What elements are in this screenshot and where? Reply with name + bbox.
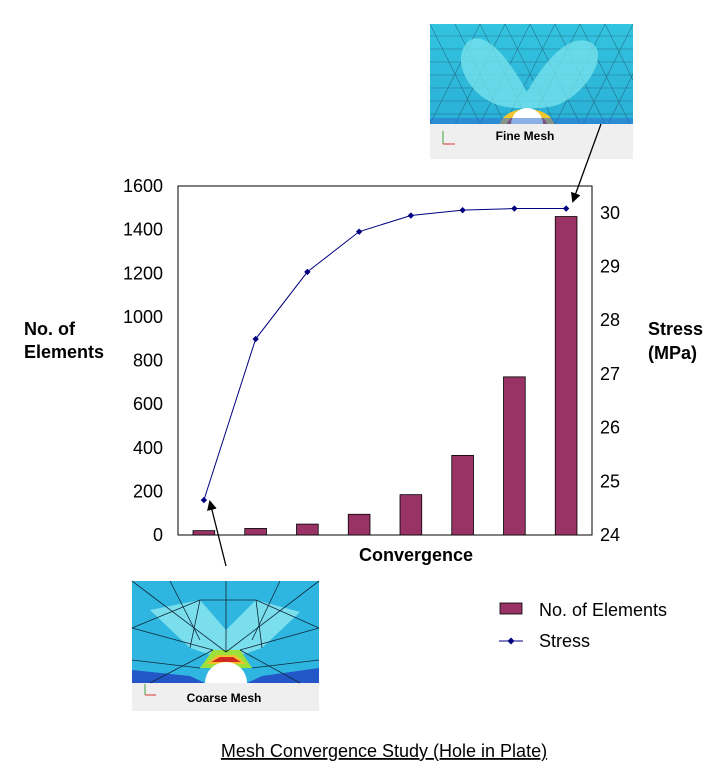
left-axis-ticks: 0 200 400 600 800 1000 1200 1400 1600 xyxy=(123,176,163,545)
stress-point xyxy=(252,335,259,343)
y-right-tick-label: 25 xyxy=(600,471,620,491)
legend-marker-stress xyxy=(507,637,515,645)
y-left-tick-label: 1200 xyxy=(123,263,163,283)
stress-point xyxy=(459,206,466,214)
y-left-tick-label: 800 xyxy=(133,351,163,371)
coarse-mesh-base-right xyxy=(247,668,319,683)
y-right-tick-label: 27 xyxy=(600,364,620,384)
stress-point xyxy=(304,268,311,276)
bar-elements xyxy=(503,376,526,536)
y-right-tick-label: 29 xyxy=(600,257,620,277)
stress-point xyxy=(407,212,415,219)
y-left-tick-label: 200 xyxy=(133,481,163,501)
coarse-mesh-hotspot-core xyxy=(211,657,241,662)
coarse-mesh-label: Coarse Mesh xyxy=(187,691,262,705)
y-right-tick-label: 24 xyxy=(600,525,620,545)
x-axis-title: Convergence xyxy=(359,545,473,565)
elements-bars xyxy=(192,216,578,536)
stress-series xyxy=(200,205,570,504)
bar-elements xyxy=(296,523,319,536)
legend: No. of Elements Stress xyxy=(499,600,667,651)
fine-mesh-stress-lobes xyxy=(460,38,599,109)
figure-caption: Mesh Convergence Study (Hole in Plate) xyxy=(221,741,547,761)
y-left-axis-title-line1: No. of xyxy=(24,319,76,339)
y-left-tick-label: 1000 xyxy=(123,307,163,327)
y-left-axis-title-line2: Elements xyxy=(24,342,104,362)
coarse-mesh-inset: Coarse Mesh xyxy=(131,580,320,711)
coarse-mesh-base-left xyxy=(132,670,205,683)
y-right-tick-label: 30 xyxy=(600,203,620,223)
bar-elements xyxy=(554,216,578,536)
fine-mesh-inset: Fine Mesh xyxy=(429,23,634,159)
y-left-tick-label: 1400 xyxy=(123,220,163,240)
legend-label-elements: No. of Elements xyxy=(539,600,667,620)
fine-mesh-label: Fine Mesh xyxy=(496,129,555,143)
plot-area xyxy=(177,185,593,536)
legend-label-stress: Stress xyxy=(539,631,590,651)
bar-elements xyxy=(347,513,371,536)
coarse-mesh-edges xyxy=(131,580,320,684)
stress-point xyxy=(562,205,570,212)
stress-point xyxy=(511,205,518,212)
stress-point xyxy=(200,496,208,504)
y-left-tick-label: 1600 xyxy=(123,176,163,196)
bar-elements xyxy=(399,494,423,536)
y-left-tick-label: 600 xyxy=(133,394,163,414)
stress-point xyxy=(355,228,363,235)
coarse-mesh-axis-triad xyxy=(144,684,156,696)
right-axis-ticks: 24 25 26 27 28 29 30 xyxy=(600,203,620,545)
y-left-tick-label: 400 xyxy=(133,438,163,458)
coarse-mesh-hole xyxy=(205,662,247,683)
y-right-tick-label: 26 xyxy=(600,418,620,438)
y-right-axis-title-line1: Stress xyxy=(648,319,703,339)
fine-mesh-axis-triad xyxy=(442,131,455,145)
y-right-tick-label: 28 xyxy=(600,310,620,330)
fine-mesh-arrow xyxy=(571,123,602,203)
legend-swatch-elements xyxy=(499,602,523,615)
bar-elements xyxy=(244,528,267,536)
coarse-mesh-arrow xyxy=(207,500,227,567)
bar-elements xyxy=(451,454,474,536)
y-left-tick-label: 0 xyxy=(153,525,163,545)
fine-mesh-base xyxy=(430,118,633,124)
y-right-axis-title-line2: (MPa) xyxy=(648,343,697,363)
bar-elements xyxy=(192,530,216,536)
stress-line xyxy=(203,208,567,501)
